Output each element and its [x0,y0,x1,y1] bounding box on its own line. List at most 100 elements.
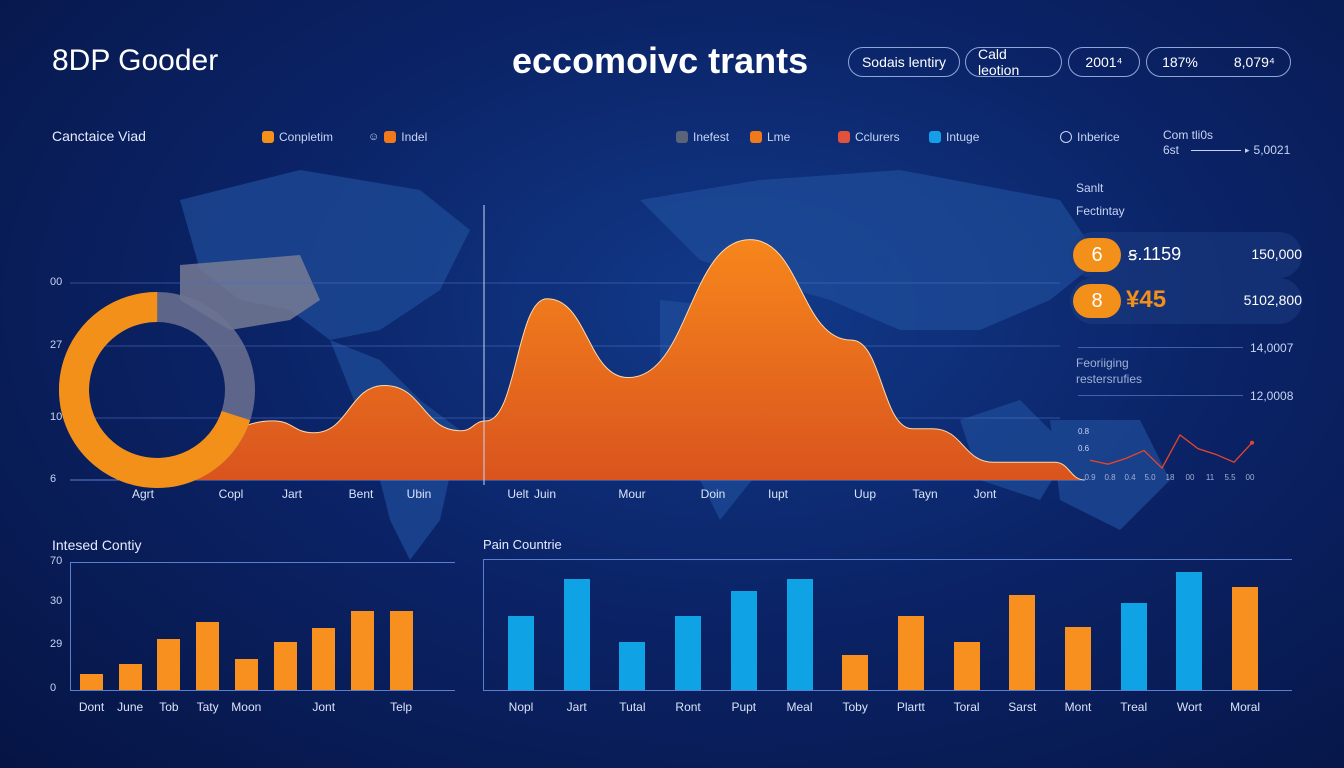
brand-title: 8DP Gooder [52,44,219,77]
mini-x-label: 5.5 [1224,473,1236,482]
bar-1-2[interactable] [157,638,181,690]
donut-value [59,292,255,488]
divider [1078,347,1243,348]
y-axis [483,559,484,690]
chart-top-line [483,559,1292,560]
y-tick-label: 6 [50,473,57,485]
bar-x-label: Meal [786,700,813,714]
legend-label: Cclurers [855,130,900,144]
stat-card-2[interactable]: 8 ¥45 5102,800 [1070,278,1302,324]
filter-pill-sodais[interactable]: Sodais lentiry [848,47,960,77]
legend-item-cclurers[interactable]: Cclurers [838,130,900,144]
bar-1-1[interactable] [118,664,142,690]
x-tick-label: Ubin [406,487,432,501]
bar-x-label: Jont [312,700,336,714]
side-line-value-2: 12,0008 [1250,389,1294,403]
mini-point [1250,440,1254,445]
filter-pill-cald[interactable]: Cald leotion [965,46,1062,78]
legend-label: Inefest [693,130,730,144]
bar-2-2[interactable] [619,641,646,690]
bar-2-9[interactable] [1009,595,1036,690]
legend-swatch [1060,131,1072,143]
x-tick-label: Mour [618,487,646,501]
bar-1-0[interactable] [80,673,103,690]
bar-2-5[interactable] [786,578,813,690]
bar-1-3[interactable] [196,622,220,690]
y-tick-label: 27 [50,339,63,351]
bar-1-5[interactable] [273,642,297,690]
bar-2-13[interactable] [1232,587,1259,690]
bar-2-6[interactable] [842,655,869,690]
legend-item-inefest[interactable]: Inefest [676,130,729,144]
com-row: 6st ▸ 5,0021 [1163,143,1291,157]
legend-swatch [676,131,688,143]
x-tick-label: Copl [218,487,244,501]
bar-x-label: Moon [231,700,262,714]
legend-label: Lme [767,130,791,144]
filter-pill-year[interactable]: 2001⁴ [1068,47,1140,77]
legend-label: Conpletim [279,130,334,144]
legend-item-lme[interactable]: Lme [750,130,790,144]
y-tick-label: 70 [50,555,63,567]
bar-2-11[interactable] [1120,602,1147,690]
bar-1-8[interactable] [389,611,413,690]
y-tick-label: 30 [50,595,63,607]
mini-x-label: 5.0 [1144,473,1156,482]
bar-x-label: Ront [675,700,701,714]
side-line-value-1: 14,0007 [1250,341,1294,355]
y-tick-label: 0 [50,682,57,694]
mini-x-label: 11 [1205,473,1215,482]
x-tick-label: Uup [853,487,877,501]
legend-item-conpletim[interactable]: Conpletim [262,130,333,144]
bar-2-0[interactable] [508,615,534,690]
bar-2-4[interactable] [730,590,757,690]
legend-swatch [384,131,397,143]
pill-percent: 187% [1162,54,1198,70]
area-series-line [151,239,1086,481]
stat-card-1[interactable]: 6 ꞩ.1159 150,000 [1070,232,1302,278]
bar-2-12[interactable] [1176,572,1203,690]
bar-x-label: Plartt [896,700,925,714]
x-tick-label: Iupt [767,487,789,501]
com-sub: 6st [1163,143,1180,157]
y-tick-label: 00 [50,276,63,288]
mini-tick: 0.6 [1078,444,1090,453]
mini-x-label: 0.9 [1084,473,1096,482]
divider [1078,395,1243,396]
bar-x-label: Taty [196,700,219,714]
bar-x-label: June [117,700,144,714]
stat-total: 150,000 [1251,246,1302,262]
mini-x-label: 0.8 [1104,473,1116,482]
bar-2-10[interactable] [1065,626,1091,690]
bar-x-label: Moral [1230,700,1261,714]
mini-x-label: 0.4 [1124,473,1136,482]
page-title: eccomoivc trants [512,40,809,81]
legend-swatch [929,131,941,143]
chart-top-line [70,562,455,563]
bar-chart-2-title: Pain Countrie [483,537,562,552]
bar-1-7[interactable] [350,611,374,690]
legend-swatch [750,131,762,143]
bar-2-3[interactable] [675,615,702,690]
bar-x-label: Nopl [508,700,534,714]
bar-x-label: Mont [1064,700,1092,714]
bar-1-6[interactable] [312,627,336,690]
bar-2-8[interactable] [953,641,980,690]
filter-pill-stats[interactable]: 187% 8,079⁴ [1146,47,1291,77]
bar-2-1[interactable] [563,578,590,690]
side-label-1: Sanlt [1076,181,1104,195]
face-icon: ☺ [368,131,380,143]
bar-2-7[interactable] [897,615,924,690]
x-tick-label: Agrt [131,487,155,501]
legend-item-inberice[interactable]: Inberice [1060,130,1120,144]
legend-item-intuge[interactable]: Intuge [929,130,979,144]
bar-x-label: Tob [159,700,179,714]
area-series-conpletim [151,239,1085,480]
side-label-4: restersrufies [1076,372,1143,386]
legend-item-indel[interactable]: ☺ Indel [368,130,427,144]
mini-line-chart [1089,434,1254,470]
mini-x-label: 18 [1165,473,1175,482]
bar-x-label: Toby [842,700,868,714]
legend-label: Inberice [1077,130,1120,144]
bar-1-4[interactable] [234,658,258,690]
